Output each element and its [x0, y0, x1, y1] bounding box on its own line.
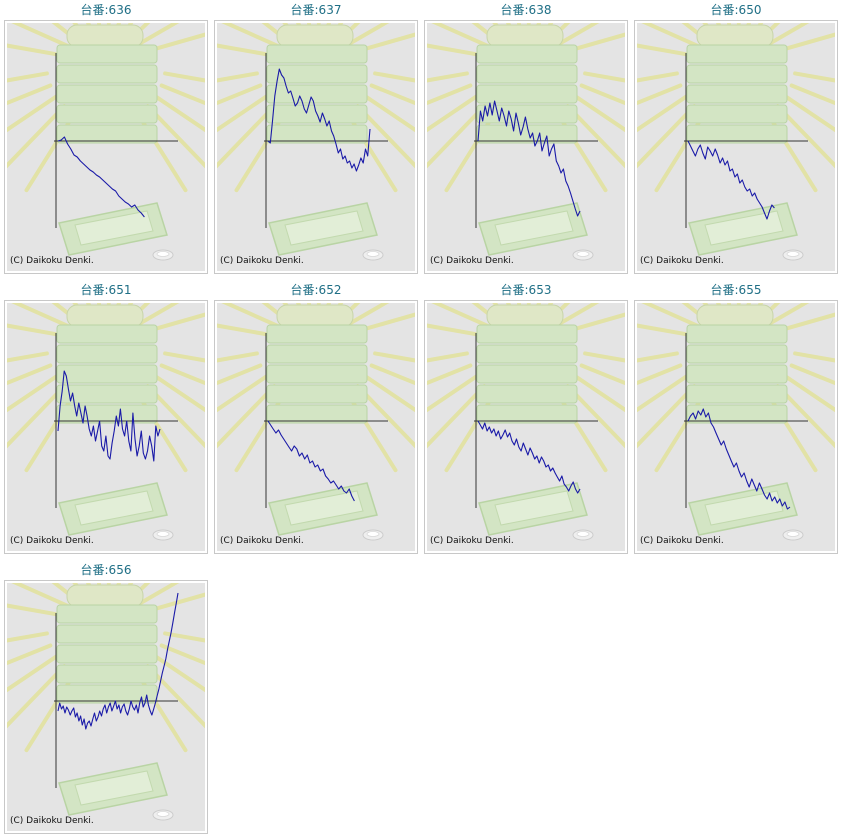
tray-stack-decoration: [476, 24, 594, 261]
chart-panel: 台番:652 (C) Daikoku Denki.: [214, 280, 418, 556]
chart-title: 台番:652: [290, 283, 342, 297]
copyright-label: (C) Daikoku Denki.: [640, 536, 724, 546]
chart-title: 台番:653: [500, 283, 552, 297]
data-series-line: [267, 420, 355, 502]
chart-frame: (C) Daikoku Denki.: [4, 300, 208, 554]
chart-svg: [637, 23, 835, 271]
chart-panel: 台番:650 (C) Daikoku Denki.: [634, 0, 838, 276]
chart-svg: [427, 23, 625, 271]
copyright-label: (C) Daikoku Denki.: [430, 256, 514, 266]
tray-stack-decoration: [476, 304, 594, 541]
chart-title: 台番:637: [290, 3, 342, 17]
chart-title: 台番:651: [80, 283, 132, 297]
copyright-label: (C) Daikoku Denki.: [430, 536, 514, 546]
chart-frame: (C) Daikoku Denki.: [214, 300, 418, 554]
data-series-line: [687, 408, 791, 510]
chart-svg: [7, 303, 205, 551]
sunburst-decoration: [637, 23, 835, 193]
chart-panel: 台番:637 (C) Daikoku Denki.: [214, 0, 418, 276]
chart-panel: 台番:651 (C) Daikoku Denki.: [4, 280, 208, 556]
chart-svg: [217, 23, 415, 271]
tray-stack-decoration: [56, 584, 174, 821]
sunburst-decoration: [217, 303, 415, 473]
chart-title: 台番:650: [710, 3, 762, 17]
tray-stack-decoration: [266, 24, 384, 261]
tray-stack-decoration: [56, 24, 174, 261]
tray-stack-decoration: [686, 304, 804, 541]
chart-frame: (C) Daikoku Denki.: [634, 300, 838, 554]
chart-panel: 台番:636 (C) Daikoku Denki.: [4, 0, 208, 276]
chart-svg: [7, 23, 205, 271]
chart-panel: 台番:653 (C) Daikoku Denki.: [424, 280, 628, 556]
data-series-line: [57, 136, 145, 218]
sunburst-decoration: [7, 23, 205, 193]
chart-frame: (C) Daikoku Denki.: [634, 20, 838, 274]
chart-panel: 台番:638 (C) Daikoku Denki.: [424, 0, 628, 276]
data-series-line: [57, 592, 179, 730]
data-series-line: [687, 140, 775, 220]
copyright-label: (C) Daikoku Denki.: [220, 256, 304, 266]
chart-frame: (C) Daikoku Denki.: [424, 300, 628, 554]
tray-stack-decoration: [56, 304, 174, 541]
chart-svg: [637, 303, 835, 551]
tray-stack-decoration: [686, 24, 804, 261]
chart-panel: 台番:655 (C) Daikoku Denki.: [634, 280, 838, 556]
chart-title: 台番:656: [80, 563, 132, 577]
copyright-label: (C) Daikoku Denki.: [10, 816, 94, 826]
chart-frame: (C) Daikoku Denki.: [4, 20, 208, 274]
sunburst-decoration: [427, 23, 625, 193]
chart-panel: 台番:656 (C) Daikoku Denki.: [4, 560, 208, 836]
copyright-label: (C) Daikoku Denki.: [640, 256, 724, 266]
data-series-line: [57, 370, 161, 462]
sunburst-decoration: [217, 23, 415, 193]
data-series-line: [477, 420, 581, 494]
copyright-label: (C) Daikoku Denki.: [10, 536, 94, 546]
data-series-line: [267, 68, 371, 172]
chart-frame: (C) Daikoku Denki.: [424, 20, 628, 274]
chart-frame: (C) Daikoku Denki.: [4, 580, 208, 834]
tray-stack-decoration: [266, 304, 384, 541]
chart-title: 台番:638: [500, 3, 552, 17]
data-series-line: [477, 100, 581, 217]
chart-svg: [427, 303, 625, 551]
chart-svg: [7, 583, 205, 831]
copyright-label: (C) Daikoku Denki.: [220, 536, 304, 546]
chart-frame: (C) Daikoku Denki.: [214, 20, 418, 274]
copyright-label: (C) Daikoku Denki.: [10, 256, 94, 266]
chart-svg: [217, 303, 415, 551]
chart-title: 台番:636: [80, 3, 132, 17]
chart-title: 台番:655: [710, 283, 762, 297]
sunburst-decoration: [427, 303, 625, 473]
